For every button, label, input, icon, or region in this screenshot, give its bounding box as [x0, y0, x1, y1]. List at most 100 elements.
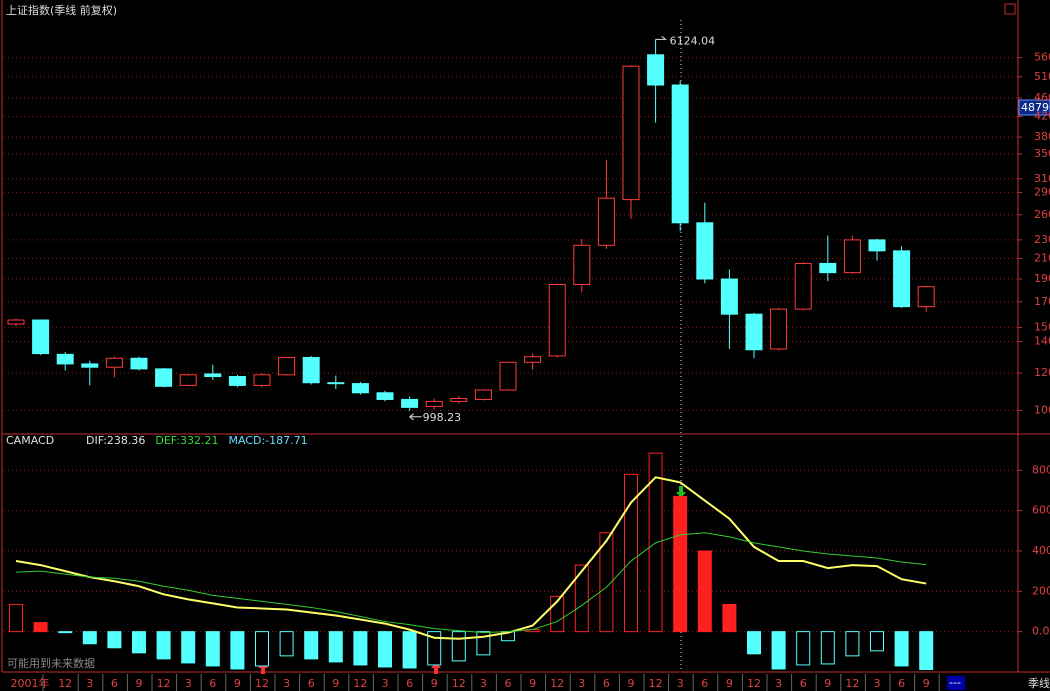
- price-marker-box: [1018, 99, 1050, 116]
- candle-body: [548, 283, 566, 357]
- macd-bar: [107, 631, 122, 649]
- candle-body: [351, 383, 369, 394]
- x-tick-label: 6: [505, 677, 512, 690]
- x-tick-label: 9: [923, 677, 930, 690]
- candle-body: [622, 65, 640, 201]
- candle-body: [524, 356, 542, 363]
- y-tick-label: 3800: [1034, 130, 1050, 143]
- candle-body: [499, 361, 517, 391]
- macd-bar: [156, 631, 171, 660]
- x-tick-label: 9: [628, 677, 635, 690]
- candle-body: [597, 197, 615, 246]
- candle-body: [770, 308, 788, 350]
- macd-bar: [402, 631, 417, 669]
- period: 季线: [1028, 676, 1050, 690]
- candle-body: [302, 356, 320, 384]
- y-tick-label: 3500: [1034, 147, 1050, 160]
- x-tick-label: 2001年: [11, 676, 50, 690]
- candle-body: [401, 398, 419, 408]
- macd-bar: [697, 550, 712, 633]
- macd-bar: [205, 631, 220, 667]
- macd-bar: [820, 631, 835, 665]
- x-tick-label: 9: [234, 677, 241, 690]
- candle-body: [474, 389, 492, 400]
- candle-body: [745, 313, 763, 351]
- x-tick-label: 12: [353, 677, 367, 690]
- chart-title: 上证指数(季线 前复权): [6, 3, 117, 17]
- y-tick-label: 400: [1032, 544, 1050, 557]
- x-tick-label: 3: [677, 677, 684, 690]
- candle-body: [278, 356, 296, 376]
- candle-body: [696, 222, 714, 280]
- indicator-title: CAMACD: [6, 434, 54, 447]
- candle-body: [56, 353, 74, 365]
- x-tick-label: 9: [136, 677, 143, 690]
- macd-bar: [9, 603, 23, 633]
- x-tick-label: 3: [480, 677, 487, 690]
- y-tick-label: 200: [1032, 584, 1050, 597]
- y-tick-label: 2900: [1034, 185, 1050, 198]
- x-tick-label: 12: [845, 677, 859, 690]
- macd-bar: [33, 622, 48, 633]
- marker-box[interactable]: [947, 676, 965, 690]
- x-tick-label: 3: [578, 677, 585, 690]
- macd-bar: [230, 631, 245, 670]
- x-tick-label: 12: [649, 677, 663, 690]
- y-tick-label: 4600: [1034, 91, 1050, 104]
- candle-body: [893, 250, 911, 308]
- candle-body: [376, 392, 394, 400]
- macd-bar: [894, 631, 909, 667]
- x-tick-label: 9: [824, 677, 831, 690]
- candle-body: [794, 262, 812, 310]
- x-tick-label: 6: [800, 677, 807, 690]
- x-tick-label: 6: [308, 677, 315, 690]
- x-tick-label: 3: [775, 677, 782, 690]
- candle-body: [720, 278, 738, 315]
- candle-body: [647, 54, 665, 86]
- macd-bar: [624, 473, 638, 633]
- sell-arrow: [676, 486, 686, 498]
- macd-bar: [870, 631, 884, 652]
- macd-bar: [845, 631, 860, 657]
- x-tick-label: 9: [332, 677, 339, 690]
- candle-body: [81, 363, 99, 368]
- macd-bar: [378, 631, 392, 668]
- y-tick-label: 1000: [1034, 403, 1050, 416]
- y-tick-label: 600: [1032, 504, 1050, 517]
- macd-bar: [722, 603, 737, 633]
- y-tick-label: 5600: [1034, 51, 1050, 64]
- candle-body: [573, 244, 591, 285]
- x-tick-label: 3: [874, 677, 881, 690]
- candle-body: [253, 374, 271, 386]
- y-tick-label: 1900: [1034, 272, 1050, 285]
- indicator-label: MACD:-187.71: [228, 434, 307, 447]
- candle-body: [917, 286, 935, 308]
- y-tick-label: 1200: [1034, 366, 1050, 379]
- x-tick-label: 3: [283, 677, 290, 690]
- x-tick-label: 6: [406, 677, 413, 690]
- macd-bar: [599, 532, 614, 633]
- y-tick-label: 1400: [1034, 335, 1050, 348]
- x-tick-label: 9: [529, 677, 536, 690]
- corner-box[interactable]: [1004, 3, 1016, 15]
- candle-body: [843, 239, 861, 274]
- low-pointer: [409, 413, 422, 421]
- candle-body: [327, 382, 345, 385]
- macd-bar: [181, 631, 196, 664]
- x-tick-label: 12: [58, 677, 72, 690]
- macd-bar: [771, 631, 786, 670]
- y-tick-label: 1500: [1034, 320, 1050, 333]
- x-tick-label: 9: [431, 677, 438, 690]
- macd-bar: [279, 631, 294, 657]
- candle-body: [32, 319, 50, 355]
- macd-bar: [82, 631, 97, 645]
- macd-bar: [58, 631, 73, 634]
- candle-body: [105, 357, 123, 368]
- indicator-label: DIF:238.36: [86, 434, 145, 447]
- y-tick-label: 800: [1032, 463, 1050, 476]
- macd-bar: [747, 631, 761, 655]
- candle-body: [179, 374, 197, 386]
- indicator-line: [15, 476, 927, 640]
- candle-body: [819, 262, 837, 274]
